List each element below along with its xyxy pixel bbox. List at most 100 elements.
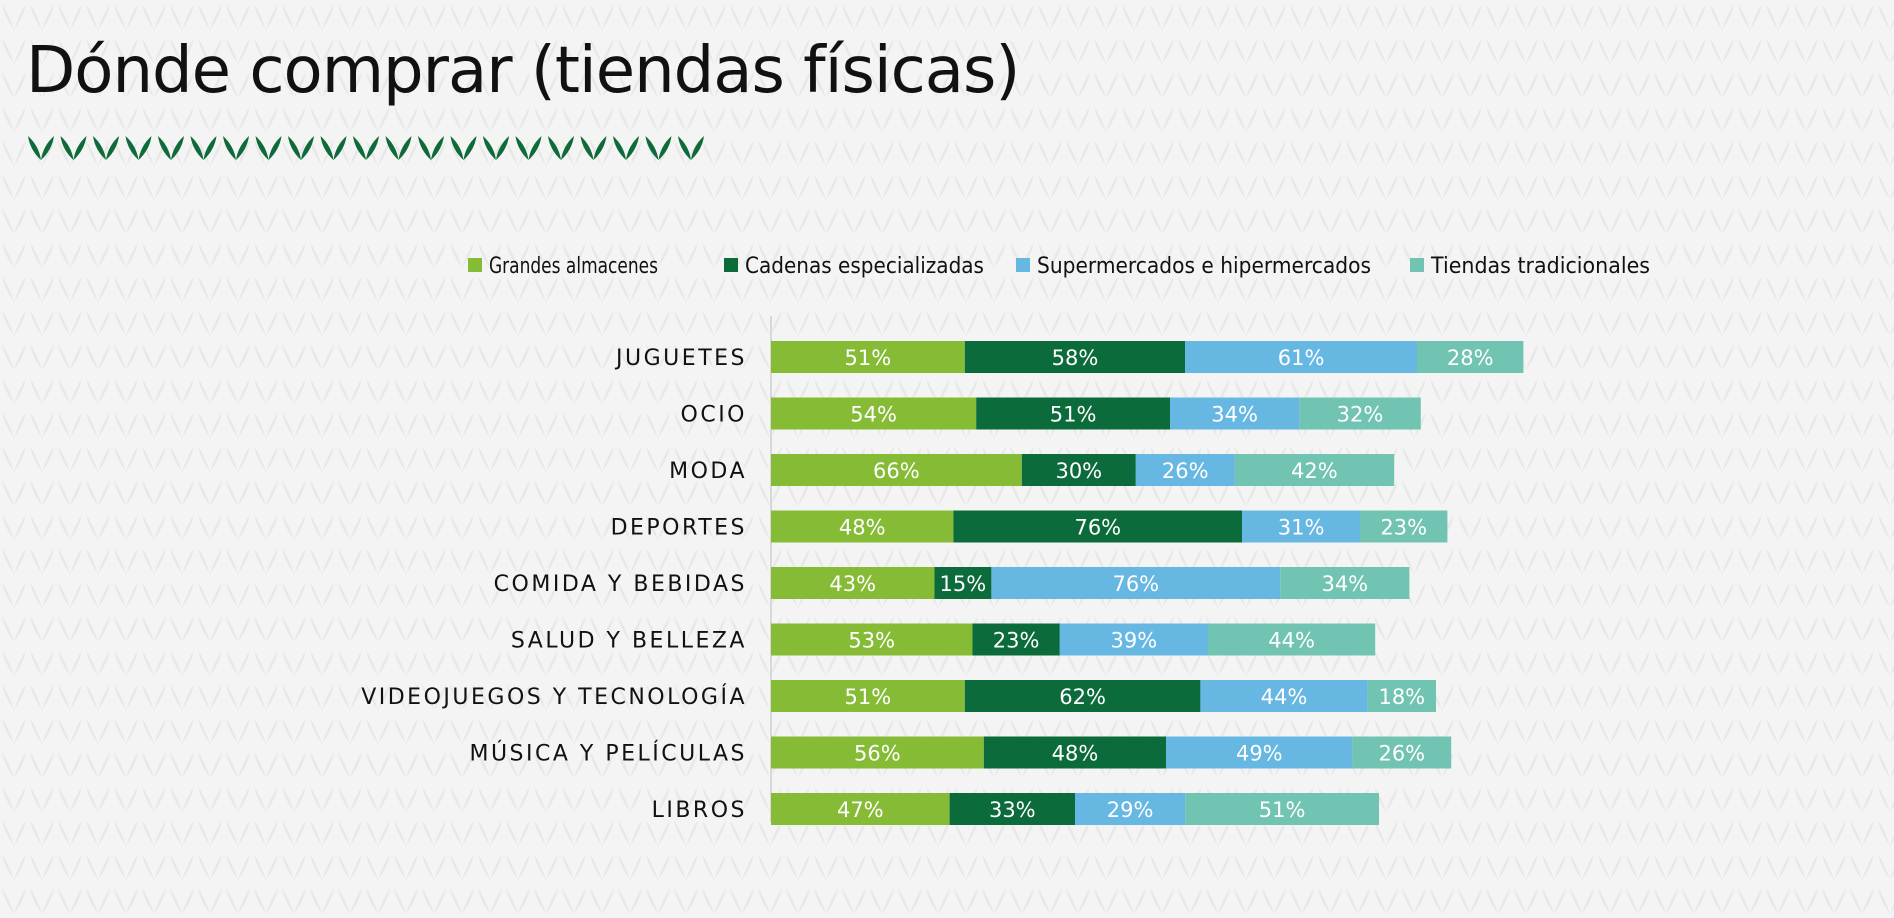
data-label: 23% <box>993 629 1040 653</box>
leaf-icon <box>645 136 672 160</box>
data-label: 42% <box>1291 459 1338 483</box>
bar-segment <box>1185 341 1417 373</box>
leaf-icon <box>613 136 639 160</box>
bar-segment <box>991 567 1281 599</box>
data-label: 29% <box>1107 798 1154 822</box>
data-label: 76% <box>1074 516 1121 540</box>
leaf-icon <box>678 136 704 160</box>
category-label: MODA <box>669 459 747 484</box>
bar-segment <box>983 736 1167 769</box>
bar-segment <box>771 736 984 769</box>
data-label: 62% <box>1059 685 1106 709</box>
data-label: 47% <box>837 798 884 822</box>
bar-row: OCIO 54% 51% 34% 32% <box>681 397 1421 430</box>
legend-label: Grandes almacenes <box>489 254 658 279</box>
data-label: 54% <box>850 403 897 427</box>
leaf-icon <box>93 136 119 160</box>
legend-item: Cadenas especializadas <box>724 254 984 279</box>
bar-segment <box>1234 454 1395 486</box>
bar-segment <box>771 510 954 543</box>
data-label: 32% <box>1337 403 1384 427</box>
bar-segment <box>1135 454 1235 486</box>
data-label: 15% <box>940 572 987 596</box>
leaf-icon <box>223 136 249 160</box>
category-label: COMIDA Y BEBIDAS <box>494 572 747 597</box>
leaf-icon <box>548 136 574 160</box>
data-label: 26% <box>1162 459 1209 483</box>
data-label: 26% <box>1378 742 1425 766</box>
legend-label: Supermercados e hipermercados <box>1037 254 1371 279</box>
bar-segment <box>771 397 977 430</box>
category-label: JUGUETES <box>614 346 747 371</box>
bar-segment <box>1280 567 1410 599</box>
data-label: 48% <box>1052 742 1099 766</box>
leaf-icon <box>255 136 282 160</box>
bar-row: DEPORTES 48% 76% 31% 23% <box>611 510 1448 543</box>
legend-label: Cadenas especializadas <box>745 254 984 279</box>
leaf-icon <box>288 136 314 160</box>
bar-segment <box>771 680 965 712</box>
page-title: Dónde comprar (tiendas físicas) <box>26 34 1020 108</box>
bar-segment <box>771 454 1022 486</box>
legend-item: Grandes almacenes <box>468 254 658 279</box>
leaf-divider <box>28 136 704 160</box>
bar-row: LIBROS 47% 33% 29% 51% <box>652 793 1379 825</box>
legend-label: Tiendas tradicionales <box>1430 254 1650 279</box>
data-label: 76% <box>1112 572 1159 596</box>
category-label: OCIO <box>681 403 747 428</box>
leaf-icon <box>158 136 184 160</box>
bar-segment <box>771 567 935 599</box>
category-label: DEPORTES <box>611 516 747 541</box>
data-label: 33% <box>989 798 1036 822</box>
bar-segment <box>1367 680 1436 712</box>
leaf-icon <box>320 136 347 160</box>
category-label: LIBROS <box>652 798 747 823</box>
bar-segment <box>771 623 973 656</box>
legend-swatch <box>1410 258 1424 272</box>
legend-swatch <box>468 258 482 272</box>
leaf-icon <box>28 136 54 160</box>
data-label: 48% <box>839 516 886 540</box>
data-label: 51% <box>1050 403 1097 427</box>
bar-segment <box>1075 793 1186 825</box>
bar-segment <box>964 680 1201 712</box>
legend-item: Supermercados e hipermercados <box>1016 254 1371 279</box>
legend-item: Tiendas tradicionales <box>1410 254 1650 279</box>
leaf-icon <box>60 136 87 160</box>
bar-segment <box>1242 510 1360 543</box>
category-label: VIDEOJUEGOS Y TECNOLOGÍA <box>361 684 747 710</box>
bar-segment <box>949 793 1075 825</box>
data-label: 39% <box>1111 629 1158 653</box>
data-label: 31% <box>1278 516 1325 540</box>
leaf-icon <box>385 136 412 160</box>
data-label: 66% <box>873 459 920 483</box>
bar-row: SALUD Y BELLEZA 53% 23% 39% 44% <box>511 623 1376 656</box>
leaf-icon <box>418 136 444 160</box>
bar-segment <box>1360 510 1448 543</box>
leaf-icon <box>515 136 542 160</box>
bar-segment <box>1208 623 1376 656</box>
bar-segment <box>1170 397 1300 430</box>
data-label: 43% <box>829 572 876 596</box>
data-label: 53% <box>848 629 895 653</box>
bar-segment <box>771 341 965 373</box>
leaf-icon <box>125 136 152 160</box>
category-label: SALUD Y BELLEZA <box>511 629 747 654</box>
bar-segment <box>1185 793 1379 825</box>
leaf-icon <box>353 136 379 160</box>
leaf-icon <box>483 136 509 160</box>
data-label: 51% <box>845 346 892 370</box>
bar-segment <box>976 397 1170 430</box>
data-label: 56% <box>854 742 901 766</box>
bar-segment <box>1352 736 1452 769</box>
data-label: 61% <box>1278 346 1325 370</box>
leaf-icon <box>450 136 477 160</box>
data-label: 51% <box>845 685 892 709</box>
category-label: MÚSICA Y PELÍCULAS <box>469 741 747 767</box>
data-label: 44% <box>1261 685 1308 709</box>
leaf-icon <box>190 136 217 160</box>
bar-segment <box>1417 341 1524 373</box>
data-label: 51% <box>1259 798 1306 822</box>
data-label: 58% <box>1052 346 1099 370</box>
